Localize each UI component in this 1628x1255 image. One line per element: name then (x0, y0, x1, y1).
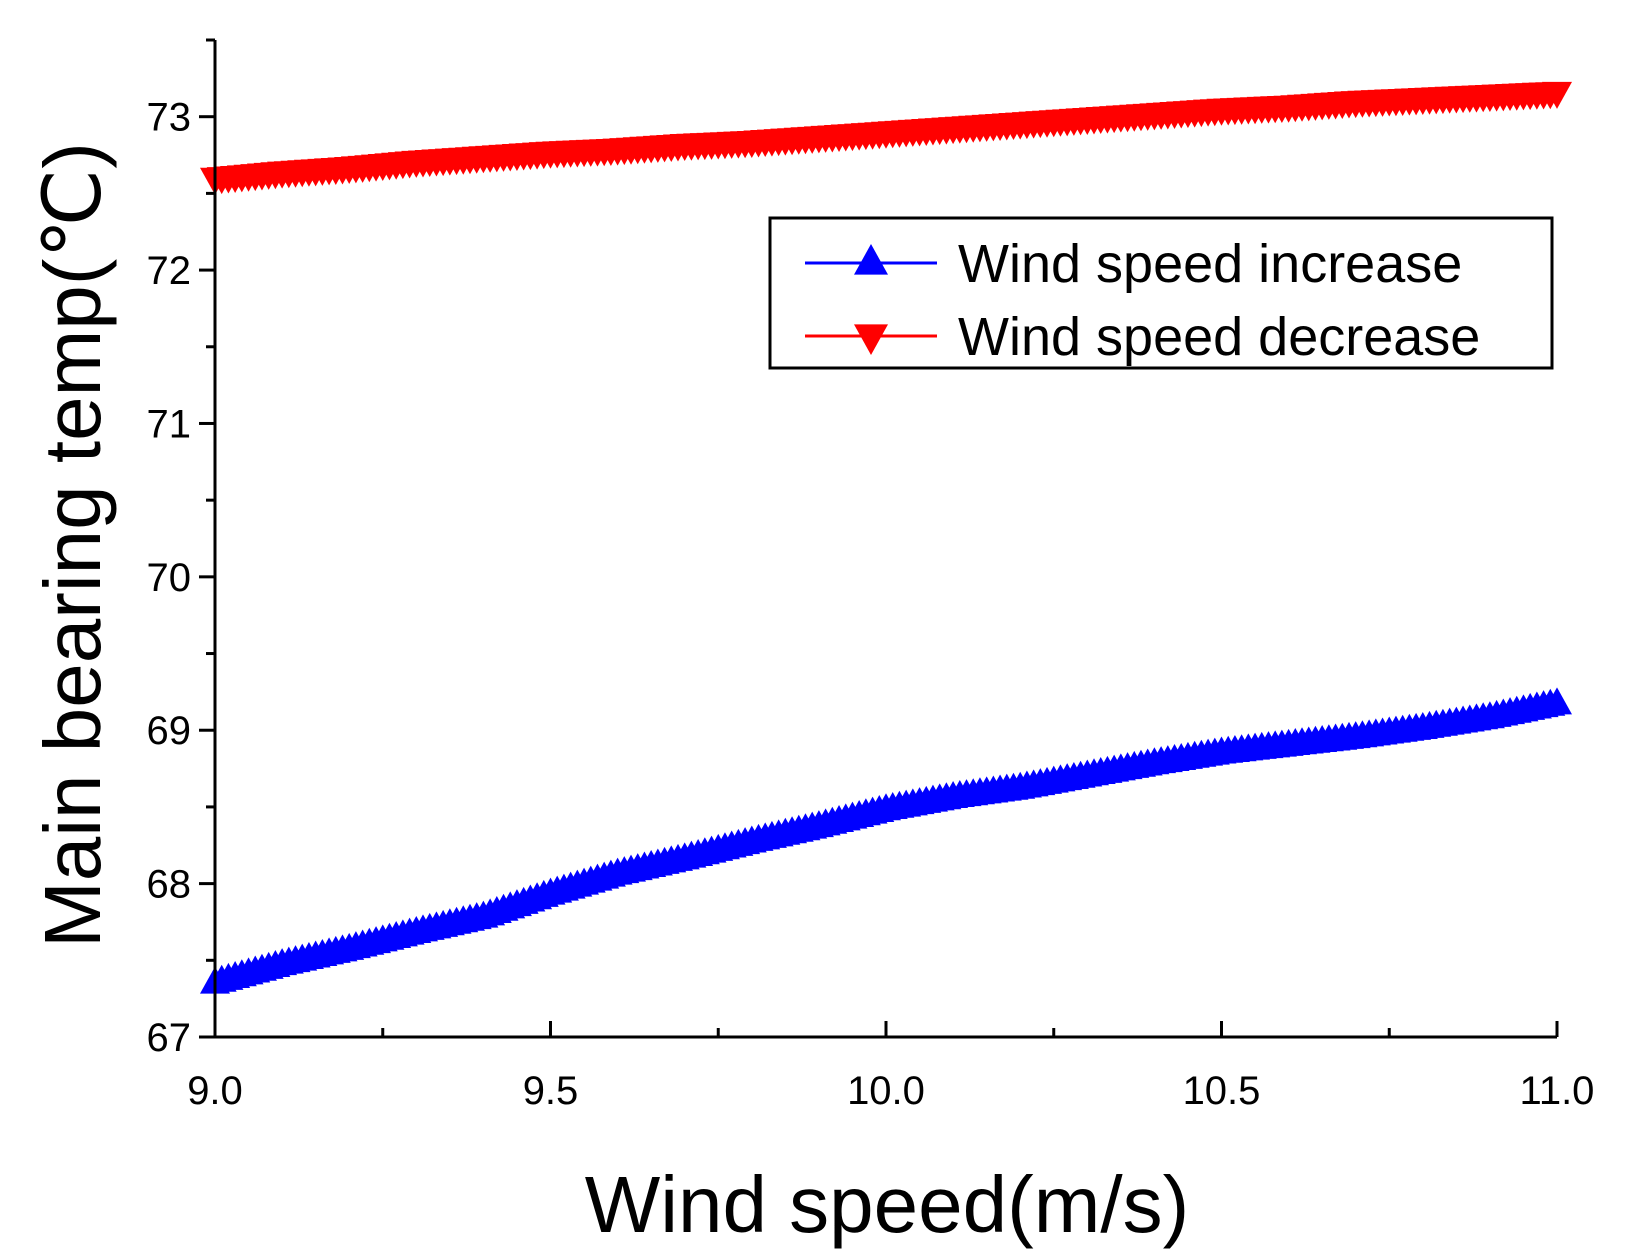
legend-label-decrease: Wind speed decrease (958, 307, 1480, 367)
x-tick-label: 10.5 (1183, 1069, 1261, 1113)
legend-marker-decrease (854, 324, 888, 355)
y-tick-label: 69 (147, 709, 192, 753)
series-increase (200, 687, 1572, 994)
legend-box (768, 216, 1554, 370)
x-tick-label: 11.0 (1520, 1069, 1595, 1113)
data-point (1542, 687, 1572, 715)
legend-entries (805, 244, 937, 355)
x-tick-label: 9.0 (187, 1069, 243, 1113)
axes-layer (213, 40, 1557, 1039)
series-layer (200, 81, 1572, 994)
series-decrease (200, 81, 1572, 195)
legend-marker-increase (854, 244, 888, 275)
y-tick-label: 68 (147, 863, 192, 907)
y-tick-label: 72 (147, 249, 192, 293)
data-point (1542, 81, 1572, 109)
x-tick-label: 10.0 (847, 1069, 925, 1113)
legend: Wind speed increase Wind speed decrease (768, 216, 1554, 370)
legend-label-increase: Wind speed increase (958, 234, 1462, 294)
y-axis-title: Main bearing temp(℃) (28, 142, 117, 948)
ticks-layer: 9.0 9.5 10.0 10.5 11.0 67 68 69 70 71 72 73 (147, 38, 1595, 1113)
x-tick-label: 9.5 (523, 1069, 579, 1113)
x-axis-title: Wind speed(m/s) (585, 1160, 1190, 1249)
y-tick-label: 67 (147, 1016, 192, 1060)
y-tick-label: 73 (147, 96, 192, 140)
y-tick-label: 71 (147, 402, 192, 446)
y-tick-label: 70 (147, 556, 192, 600)
